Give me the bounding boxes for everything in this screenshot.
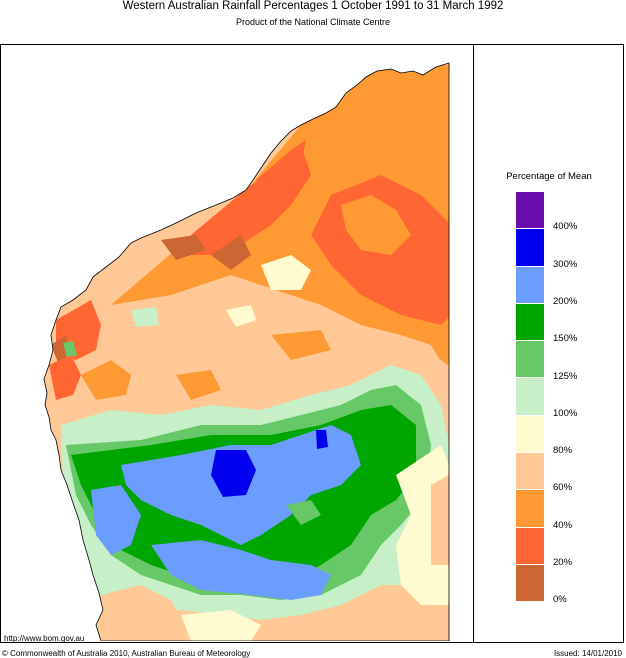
legend-color-bar	[516, 191, 544, 602]
legend-tick-label: 125%	[553, 370, 578, 382]
legend-swatch	[516, 526, 544, 564]
legend-tick-label: 200%	[553, 295, 578, 307]
legend-tick-label: 80%	[553, 445, 573, 457]
legend-swatch	[516, 228, 544, 266]
legend-tick-label: 300%	[553, 258, 578, 270]
legend-swatch	[516, 302, 544, 341]
legend-tick-label: 60%	[553, 482, 573, 494]
legend-swatch	[516, 377, 544, 415]
map-title: Western Australian Rainfall Percentages …	[122, 0, 504, 12]
legend-tick-label: 20%	[553, 557, 573, 568]
legend-swatch	[516, 414, 544, 453]
copyright-notice: © Commonwealth of Australia 2010, Austra…	[2, 649, 251, 658]
legend-tick-label: 0%	[553, 594, 567, 606]
legend-title: Percentage of Mean	[506, 171, 592, 182]
source-url[interactable]: http://www.bom.gov.au	[4, 634, 85, 643]
legend-tick-label: 400%	[553, 221, 578, 233]
issued-date: Issued: 14/01/2010	[553, 649, 622, 658]
legend-divider	[473, 44, 474, 643]
map-subtitle: Product of the National Climate Centre	[235, 17, 391, 27]
legend-swatch	[516, 265, 544, 303]
legend-tick-label: 40%	[553, 519, 573, 531]
legend-swatch	[516, 452, 544, 490]
legend-swatch	[516, 340, 544, 378]
legend-swatch	[516, 489, 544, 527]
legend-tick-label: 150%	[553, 333, 578, 345]
legend-swatch	[516, 191, 544, 229]
legend-tick-label: 100%	[553, 407, 578, 419]
legend-swatch	[516, 563, 544, 602]
rainfall-map	[43, 62, 450, 641]
